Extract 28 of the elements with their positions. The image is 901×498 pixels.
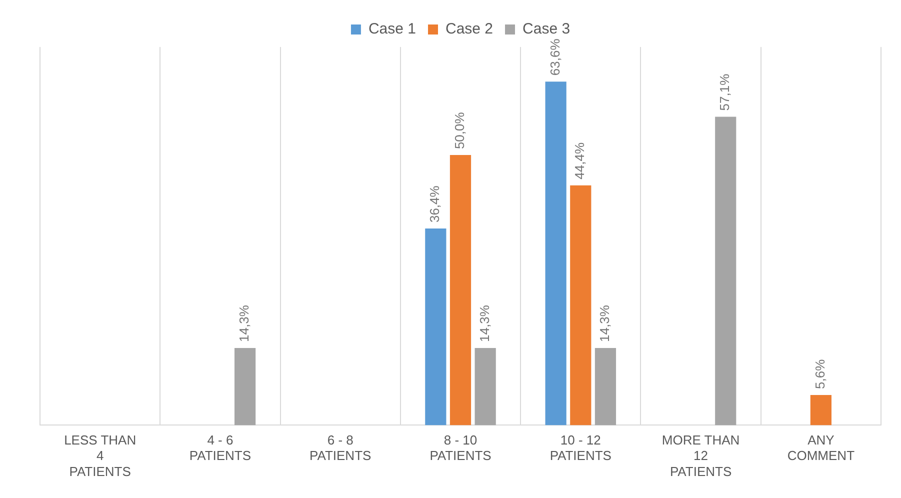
data-label: 50,0%	[452, 112, 468, 150]
bar	[810, 394, 832, 426]
bar	[594, 348, 616, 426]
x-tick-label: 10 - 12 PATIENTS	[550, 432, 612, 464]
bar	[570, 185, 592, 426]
legend-label: Case 3	[522, 20, 570, 38]
x-tick-label: 8 - 10 PATIENTS	[430, 432, 492, 464]
bar	[450, 155, 472, 426]
bar	[234, 348, 256, 426]
data-label: 5,6%	[812, 358, 828, 389]
data-label: 14,3%	[597, 304, 612, 342]
data-label: 36,4%	[427, 185, 442, 223]
data-label: 63,6%	[547, 38, 562, 76]
x-tick-label: 4 - 6 PATIENTS	[189, 432, 252, 464]
x-tick-label: ANY COMMENT	[787, 432, 855, 464]
bar	[715, 116, 736, 426]
legend-label: Case 2	[445, 20, 494, 38]
x-tick-label: LESS THAN 4 PATIENTS	[64, 432, 136, 479]
legend-label: Case 1	[368, 20, 416, 38]
bar	[545, 82, 566, 426]
data-label: 14,3%	[236, 304, 252, 342]
x-tick-label: 6 - 8 PATIENTS	[310, 432, 372, 464]
bar	[474, 348, 496, 426]
data-label: 57,1%	[717, 73, 732, 111]
bar	[425, 228, 446, 426]
x-tick-label: MORE THAN 12 PATIENTS	[662, 432, 740, 479]
data-label: 44,4%	[572, 142, 588, 180]
data-label: 14,3%	[476, 304, 492, 342]
